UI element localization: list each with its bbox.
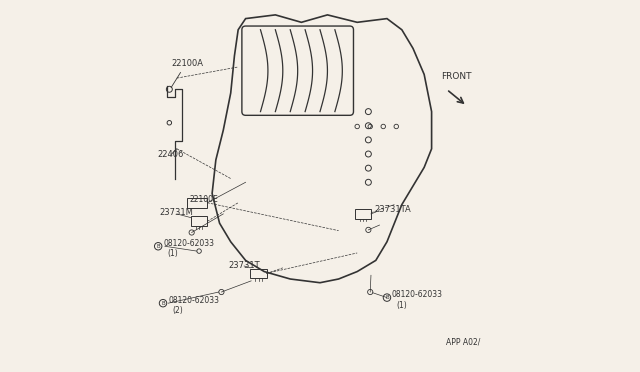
Text: 23731T: 23731T: [229, 262, 260, 270]
Text: B: B: [156, 244, 160, 249]
Text: (2): (2): [173, 306, 184, 315]
Text: (1): (1): [396, 301, 407, 310]
Text: 22100A: 22100A: [172, 59, 204, 68]
Text: 08120-62033: 08120-62033: [392, 291, 443, 299]
Bar: [355, 209, 371, 219]
Text: FRONT: FRONT: [441, 72, 472, 81]
Text: B: B: [385, 295, 388, 300]
Text: APP A02/: APP A02/: [447, 338, 481, 347]
Text: 22100E: 22100E: [189, 195, 218, 203]
Text: 08120-62033: 08120-62033: [168, 296, 220, 305]
Bar: [187, 198, 207, 208]
Text: 22406: 22406: [157, 150, 184, 159]
Bar: [250, 269, 267, 278]
Text: (1): (1): [168, 249, 178, 258]
Text: 23731M: 23731M: [159, 208, 193, 217]
Text: 08120-62033: 08120-62033: [163, 239, 214, 248]
Bar: [191, 217, 207, 226]
Text: 23731TA: 23731TA: [374, 205, 411, 214]
Text: B: B: [161, 301, 165, 306]
